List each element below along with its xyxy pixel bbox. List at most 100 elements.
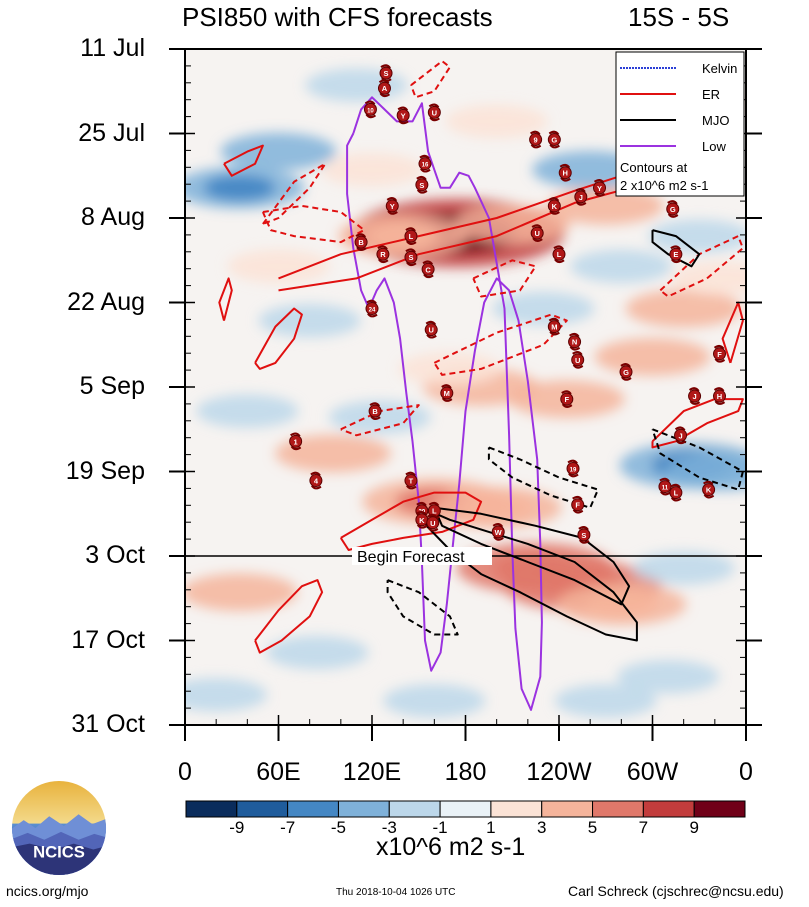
colorbar-swatch (287, 800, 339, 818)
storm-icon (574, 190, 588, 204)
colorbar-level-label: -5 (330, 818, 347, 837)
anomaly-blob (266, 635, 369, 670)
colorbar-swatch (337, 800, 390, 818)
colorbar-level-label: 3 (536, 818, 547, 837)
x-tick-label: 180 (444, 758, 487, 786)
begin-forecast-label: Begin Forecast (357, 549, 465, 566)
anomaly-blob (185, 573, 298, 612)
storm-label: 4 (314, 477, 319, 486)
storm-swirl (578, 526, 590, 544)
storm-icon (666, 202, 680, 216)
storm-swirl (405, 471, 417, 490)
anomaly-blob (321, 153, 423, 187)
legend-box (615, 51, 745, 197)
anomaly-blob (625, 289, 742, 328)
y-axis-ticks (169, 48, 762, 726)
er-contour (218, 277, 233, 321)
storm-label: J (678, 431, 682, 440)
mjo-contour (487, 446, 599, 509)
storm-marker: A (377, 79, 391, 98)
legend-label-er: ER (702, 87, 720, 102)
legend-label-kelvin: Kelvin (702, 61, 737, 76)
storm-swirl (674, 426, 687, 445)
storm-icon (404, 250, 418, 264)
er-contour (254, 307, 303, 370)
storm-marker: C (421, 260, 435, 279)
colorbar-swatch (642, 800, 695, 818)
storm-icon (713, 347, 727, 361)
storm-icon (365, 302, 379, 316)
colorbar-swatch (439, 800, 492, 818)
storm-icon (593, 181, 607, 195)
colorbar-swatch (185, 800, 238, 818)
storm-label: S (384, 69, 389, 78)
storm-icon (688, 389, 702, 403)
storm-icon (577, 528, 591, 542)
storm-label: S (419, 181, 424, 190)
storm-label: H (563, 169, 568, 178)
storm-marker: 1 (289, 432, 303, 451)
anomaly-blob (220, 132, 337, 171)
storm-label: J (579, 193, 583, 202)
storm-label: 16 (422, 163, 429, 169)
storm-icon (558, 166, 572, 180)
storm-icon (424, 323, 438, 337)
storm-marker: J (574, 188, 588, 206)
y-tick-label: 22 Aug (67, 287, 145, 316)
er-contour (410, 60, 451, 99)
storm-marker: 10 (363, 100, 377, 119)
mjo-contour (651, 428, 744, 491)
storm-label: T (409, 477, 414, 486)
storm-marker: Y (593, 178, 607, 197)
storm-marker: S (404, 248, 418, 267)
mjo-contour (433, 506, 631, 606)
low-contour (346, 96, 543, 711)
anomaly-blob (570, 249, 673, 283)
storm-swirl (670, 245, 682, 264)
forecast-label-bg (352, 547, 492, 565)
y-tick-label: 17 Oct (71, 625, 145, 654)
storm-icon (376, 247, 390, 261)
colorbar-level-label: 7 (638, 818, 649, 837)
x-tick-label: 0 (178, 758, 192, 786)
storm-swirl (620, 363, 632, 381)
storm-swirl (492, 523, 504, 541)
site-link[interactable]: ncics.org/mjo (6, 883, 89, 899)
anomaly-blob (617, 660, 720, 694)
storm-marker: L (669, 483, 683, 502)
er-contour (254, 579, 324, 654)
anomaly-blob (445, 104, 548, 139)
ncics-logo[interactable]: NCICS (10, 779, 108, 877)
colorbar-swatch (592, 800, 644, 818)
storm-swirl (405, 248, 417, 267)
anomaly-blob (258, 304, 361, 338)
storm-swirl (713, 387, 726, 405)
legend-note-line1: Contours at (620, 160, 688, 175)
storm-icon (404, 474, 418, 488)
anomaly-field (185, 68, 746, 718)
storm-swirl (416, 510, 428, 529)
y-tick-label: 3 Oct (85, 541, 145, 569)
storm-marker: T (404, 471, 418, 490)
storm-icon (385, 199, 399, 213)
storm-icon (415, 178, 429, 192)
storm-icon (418, 157, 432, 171)
storm-icon (552, 247, 566, 261)
storm-swirl (441, 384, 453, 402)
storm-marker: F (713, 344, 727, 363)
storm-swirl (290, 432, 302, 451)
storm-icon (368, 404, 382, 418)
storm-marker: 11 (658, 477, 672, 496)
y-tick-label: 19 Sep (65, 456, 145, 485)
storm-marker: J (674, 426, 688, 445)
storm-icon (547, 199, 561, 213)
storm-icon (426, 516, 440, 530)
storm-icon (560, 392, 574, 406)
storm-marker: U (571, 350, 585, 369)
colorbar-level-label: 9 (689, 818, 699, 837)
storm-marker: S (379, 64, 393, 82)
storm-marker: B (368, 402, 382, 420)
timestamp: Thu 2018-10-04 1026 UTC (336, 887, 456, 898)
storm-swirl (428, 103, 440, 122)
